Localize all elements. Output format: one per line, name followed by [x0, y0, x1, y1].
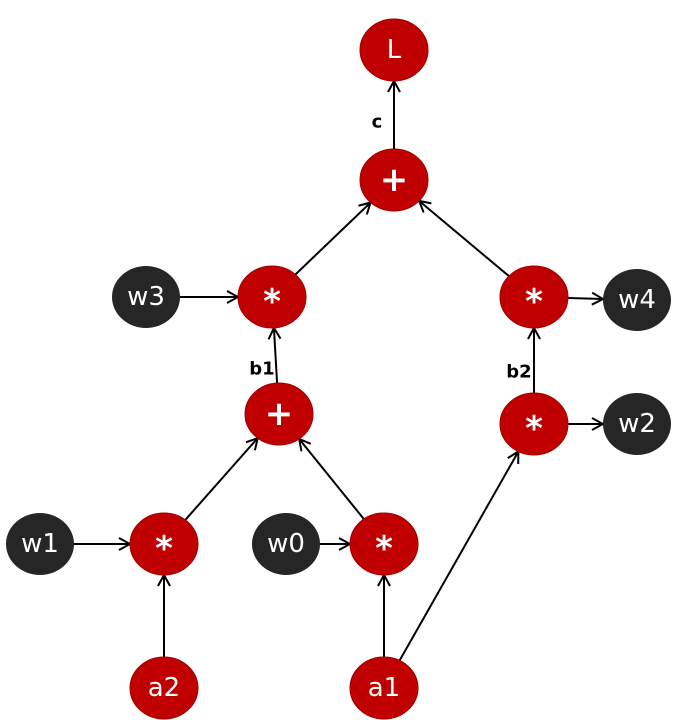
- edge-mul-left-to-plus-top: [294, 203, 370, 276]
- node-mul-bottom-left-shape: [129, 512, 199, 576]
- edges: [74, 81, 603, 661]
- node-w3-label: w3: [127, 282, 165, 312]
- node-mul-right-mid: *: [499, 392, 569, 456]
- node-a1: a1: [349, 656, 419, 720]
- node-a1-shape: [349, 656, 419, 720]
- node-w0-shape: [252, 513, 320, 575]
- node-mul-bottom-left: *: [129, 512, 199, 576]
- node-mul-right-mid-shape: [499, 392, 569, 456]
- node-w1-shape: [6, 513, 74, 575]
- node-w3-shape: [112, 266, 180, 328]
- node-w2-shape: [603, 393, 671, 455]
- edge-label-b2: b2: [506, 362, 531, 383]
- node-plus-top-shape: [359, 148, 429, 212]
- node-L: L: [359, 18, 429, 82]
- node-w2: w2: [603, 393, 671, 455]
- node-plus-mid-shape: [244, 382, 314, 446]
- node-mul-right-top-label: *: [525, 282, 543, 322]
- node-L-label: L: [387, 35, 402, 65]
- node-w3: w3: [112, 266, 180, 328]
- node-w4-label: w4: [618, 285, 656, 315]
- node-plus-top-label: +: [380, 160, 409, 200]
- node-w4: w4: [603, 269, 671, 331]
- edge-a1-to-mul-right-mid: [398, 452, 519, 661]
- node-a1-label: a1: [368, 673, 400, 703]
- node-a2-label: a2: [148, 673, 180, 703]
- node-plus-top: +: [359, 148, 429, 212]
- edge-labels: c b1 b2: [249, 112, 531, 383]
- node-a2-shape: [129, 656, 199, 720]
- edge-label-c: c: [372, 112, 383, 133]
- node-mul-right-mid-label: *: [525, 409, 543, 449]
- node-plus-mid-label: +: [265, 394, 294, 434]
- node-w1: w1: [6, 513, 74, 575]
- node-mul-bottom-mid-label: *: [375, 529, 393, 569]
- node-w2-label: w2: [618, 409, 656, 439]
- nodes: L + * * + * * * w3 w4 w2 w1 w0 a2 a1: [6, 18, 671, 720]
- edge-plus-mid-to-mul-left: [274, 328, 277, 384]
- node-plus-mid: +: [244, 382, 314, 446]
- edge-mul-bottom-left-to-plus-mid: [184, 438, 257, 521]
- edge-mul-right-top-to-w4: [567, 298, 603, 299]
- node-mul-bottom-left-label: *: [155, 529, 173, 569]
- edge-mul-bottom-mid-to-plus-mid: [299, 439, 365, 520]
- node-mul-right-top: *: [499, 265, 569, 329]
- edge-mul-right-top-to-plus-top: [419, 201, 510, 277]
- node-mul-right-top-shape: [499, 265, 569, 329]
- node-w0: w0: [252, 513, 320, 575]
- node-mul-bottom-mid: *: [349, 512, 419, 576]
- node-w1-label: w1: [21, 529, 59, 559]
- node-w4-shape: [603, 269, 671, 331]
- edge-label-b1: b1: [249, 359, 274, 380]
- node-a2: a2: [129, 656, 199, 720]
- node-mul-left-label: *: [263, 282, 281, 322]
- node-L-shape: [359, 18, 429, 82]
- node-mul-left-shape: [237, 265, 307, 329]
- node-w0-label: w0: [267, 529, 305, 559]
- node-mul-bottom-mid-shape: [349, 512, 419, 576]
- node-mul-left: *: [237, 265, 307, 329]
